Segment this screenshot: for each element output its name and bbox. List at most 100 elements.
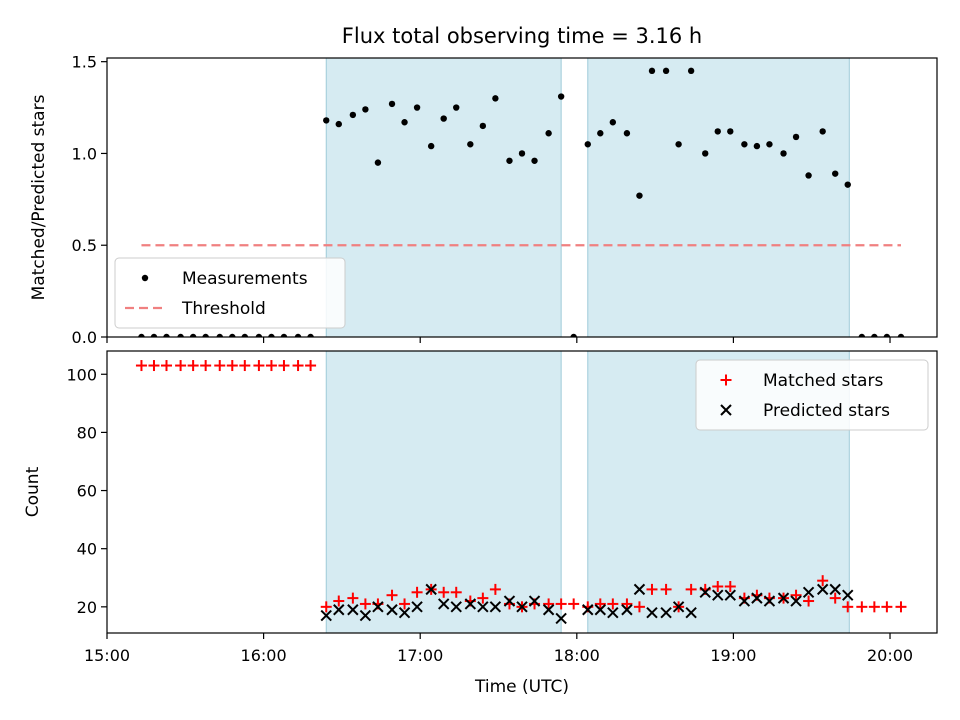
measurement-point <box>349 111 357 119</box>
legend-item: Matched stars <box>720 371 883 391</box>
measurement-point <box>844 181 851 188</box>
measurement-point <box>636 192 643 199</box>
series-predicted-stars <box>320 583 854 625</box>
y-tick-label: 0.5 <box>72 236 97 255</box>
measurement-point <box>506 157 513 164</box>
measurement-point <box>388 100 396 108</box>
measurement-point <box>518 150 526 157</box>
predicted-point <box>751 592 763 604</box>
matched-point <box>817 575 829 587</box>
predicted-point <box>516 601 528 613</box>
predicted-point <box>738 595 751 607</box>
measurement-point <box>189 333 197 337</box>
measurement-point <box>805 172 812 179</box>
matched-point <box>161 360 173 372</box>
matched-point <box>790 589 802 601</box>
measurement-point <box>479 122 487 130</box>
measurement-point <box>241 333 249 337</box>
y-tick-label: 1.0 <box>72 144 97 163</box>
predicted-point <box>621 604 633 616</box>
measurement-point <box>570 333 577 337</box>
predicted-point <box>320 609 332 622</box>
matched-point <box>253 360 265 372</box>
predicted-point <box>398 606 411 619</box>
matched-point <box>265 360 277 372</box>
predicted-point <box>763 595 776 607</box>
predicted-point <box>372 601 384 613</box>
matched-point <box>305 360 317 372</box>
x-tick-label: 17:00 <box>397 646 443 665</box>
y-tick-label: 20 <box>77 598 97 617</box>
measurement-point <box>323 117 330 124</box>
predicted-point <box>685 606 697 619</box>
matched-point <box>226 360 238 372</box>
predicted-point <box>437 598 450 610</box>
predicted-point <box>542 604 555 616</box>
measurement-point <box>584 141 591 148</box>
matched-point <box>895 601 907 613</box>
matched-point <box>829 592 841 604</box>
matched-point <box>543 598 555 610</box>
measurement-point <box>492 95 499 102</box>
measurement-point <box>832 170 839 177</box>
legend-item: Threshold <box>125 299 266 319</box>
measurement-point <box>623 130 631 137</box>
matched-point <box>239 360 251 372</box>
matched-point <box>359 598 371 610</box>
matched-point <box>724 580 736 592</box>
measurement-point <box>753 142 761 150</box>
predicted-point <box>790 595 802 607</box>
matched-point <box>135 360 147 372</box>
measurement-point <box>427 142 435 150</box>
legend-label: Matched stars <box>763 371 883 391</box>
measurement-point <box>453 104 460 111</box>
y-axis-label: Matched/Predicted stars <box>29 94 49 300</box>
predicted-point <box>646 606 658 619</box>
predicted-point <box>347 604 359 616</box>
observing-window-1 <box>325 57 562 338</box>
measurement-point <box>597 130 604 137</box>
measurement-point <box>648 67 656 75</box>
y-tick-label: 80 <box>77 423 97 442</box>
measurement-point <box>662 67 670 75</box>
matched-point <box>881 601 893 613</box>
x-tick-label: 15:00 <box>84 646 130 665</box>
y-tick-label: 0.0 <box>72 328 97 347</box>
legend-label: Threshold <box>181 299 266 319</box>
matched-point <box>607 598 619 610</box>
measurement-point <box>675 141 682 148</box>
measurement-point <box>545 130 552 137</box>
measurement-point <box>792 133 800 141</box>
predicted-point <box>712 589 724 601</box>
measurement-point <box>858 333 866 337</box>
matched-point <box>685 583 697 595</box>
matched-point <box>333 595 345 607</box>
predicted-point <box>607 606 619 619</box>
observing-window-1 <box>325 350 562 634</box>
predicted-point <box>333 604 345 616</box>
matched-point <box>214 360 226 372</box>
matched-point <box>200 360 212 372</box>
predicted-point <box>503 595 516 607</box>
axes-frame <box>106 57 938 338</box>
measurement-point <box>609 119 617 126</box>
measurement-point <box>294 333 302 337</box>
measurement-point <box>229 333 236 337</box>
legend: Measurements Threshold <box>114 257 346 329</box>
predicted-point <box>842 589 854 601</box>
matched-point <box>386 589 398 601</box>
measurement-point <box>727 128 734 135</box>
matched-point <box>594 598 606 610</box>
predicted-point <box>660 606 672 619</box>
measurement-point <box>163 333 170 337</box>
matched-point <box>278 360 290 372</box>
predicted-point <box>528 595 541 607</box>
legend-label: Predicted stars <box>763 401 890 421</box>
measurement-point <box>307 333 314 337</box>
axes-frame <box>106 350 938 634</box>
measurement-point <box>741 141 748 148</box>
matched-point <box>633 601 645 613</box>
predicted-point <box>724 589 736 601</box>
matched-point <box>411 586 423 598</box>
y-tick-label: 40 <box>77 540 97 559</box>
